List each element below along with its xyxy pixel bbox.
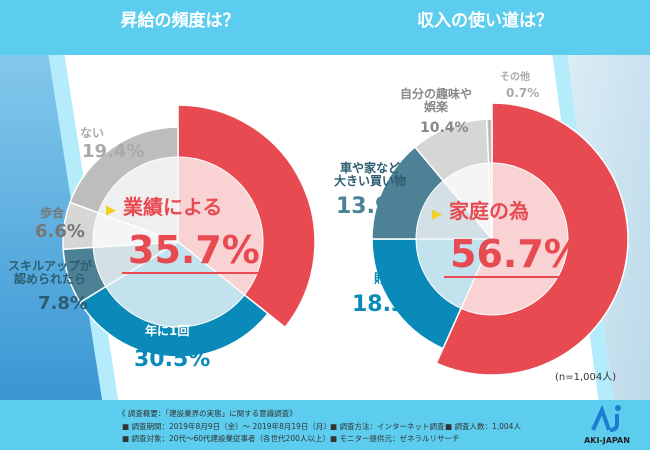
label-family: ▶ 家庭の為 <box>432 200 529 222</box>
label-other: その他 <box>500 72 530 83</box>
chart2-slice-2-inner <box>415 238 493 310</box>
triangle-icon: ▶ <box>106 203 116 218</box>
label-annual: 年に1回 <box>145 324 190 338</box>
value-family: 56.7% <box>444 233 588 278</box>
footer-banner <box>0 400 650 450</box>
chart2-slice-3-inner <box>415 180 494 240</box>
value-purchase: 13.9% <box>336 194 413 219</box>
sample-size-note: (n=1,004人) <box>555 372 617 383</box>
label-performance: ▶ 業績による <box>106 196 222 218</box>
value-skill: 7.8% <box>38 293 88 314</box>
chart1-slice-5-inner <box>97 156 179 243</box>
value-annual: 30.5% <box>134 347 211 372</box>
value-savings: 18.3% <box>352 292 429 317</box>
label-hobby: 自分の趣味や 娯楽 <box>400 87 473 115</box>
chart1-slice-1-inner <box>177 156 264 296</box>
survey-provider: ■ モニター提供元：ゼネラルリサーチ <box>330 434 460 443</box>
logo-text: AKI-JAPAN <box>584 436 630 445</box>
chart2-slice-5-inner <box>488 162 493 240</box>
label-skill: スキルアップが 認められたら <box>8 259 93 287</box>
label-buai: 歩合 <box>40 206 65 220</box>
value-nai: 19.4% <box>82 141 145 162</box>
value-performance: 35.7% <box>122 229 266 274</box>
survey-period: ■ 調査期間：2019年8月9日（金）〜 2019年8月19日（月） <box>122 422 331 431</box>
survey-heading: 《 調査概要：「建設業界の実態」に関する意識調査》 <box>118 409 297 418</box>
label-hobby-line2: 娯楽 <box>424 100 449 115</box>
survey-count: ■ 調査人数：1,004人 <box>445 422 521 431</box>
triangle-icon: ▶ <box>432 207 442 222</box>
label-purchase: 車や家など 大きい買い物 <box>334 161 407 189</box>
label-skill-line1: スキルアップが <box>8 259 93 273</box>
label-family-text: 家庭の為 <box>448 199 529 223</box>
aki-japan-logo: AKI-JAPAN <box>572 404 642 445</box>
crane-photo <box>0 0 110 450</box>
left-chart-title: 昇給の頻度は？ <box>120 11 240 31</box>
survey-method: ■ 調査方法：インターネット調査 <box>330 422 445 431</box>
label-skill-line2: 認められたら <box>14 272 87 287</box>
right-chart-title: 収入の使い道は？ <box>417 11 553 31</box>
label-nai: ない <box>80 126 105 140</box>
label-purchase-line2: 大きい買い物 <box>334 174 407 189</box>
label-savings: 貯蓄 <box>374 272 401 287</box>
value-buai: 6.6% <box>35 221 85 242</box>
label-performance-text: 業績による <box>122 195 223 219</box>
value-hobby: 10.4% <box>420 120 469 136</box>
label-purchase-line1: 車や家など <box>340 161 401 175</box>
value-other: 0.7% <box>506 86 540 100</box>
title-banner <box>0 0 650 55</box>
chart1-slice-2-inner <box>104 241 246 328</box>
label-hobby-line1: 自分の趣味や <box>400 87 473 101</box>
survey-target: ■ 調査対象：20代〜60代建設業従事者（各世代200人以上） <box>122 434 330 443</box>
aj-logo-mark <box>591 404 621 432</box>
